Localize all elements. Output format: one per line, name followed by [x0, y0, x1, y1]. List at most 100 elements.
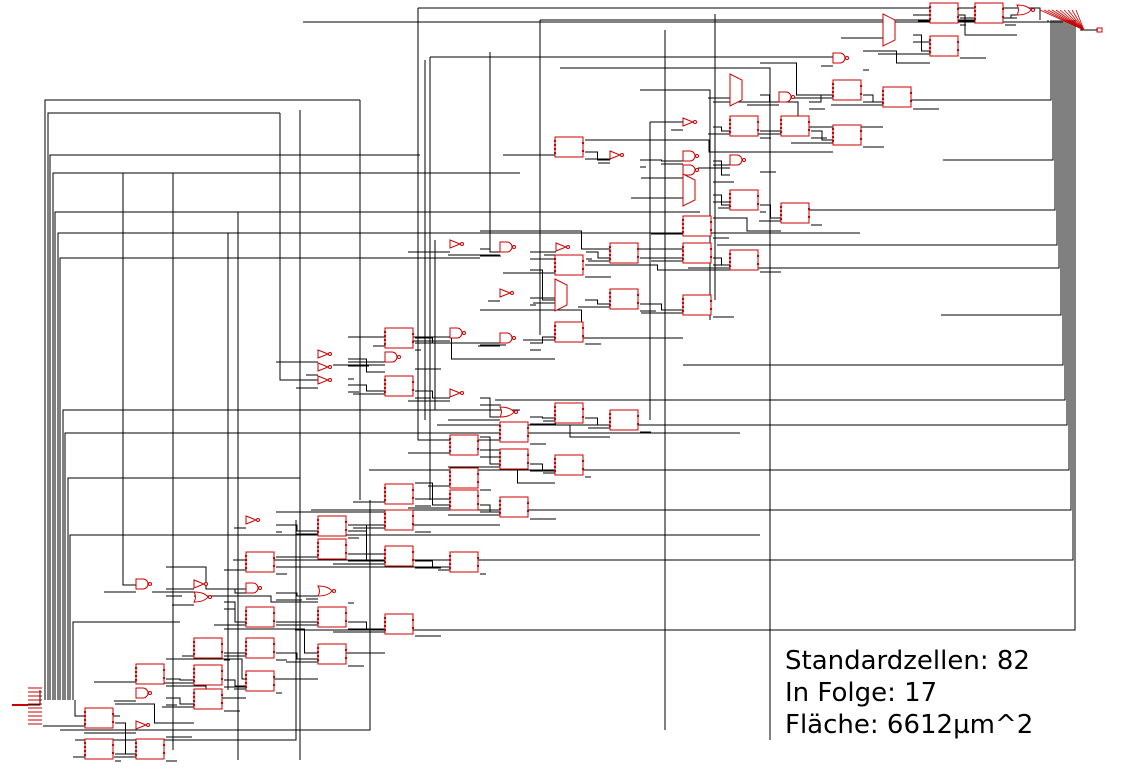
- cell-and-18: [729, 154, 746, 166]
- wire: [760, 62, 833, 96]
- cell-reg-72: [245, 637, 275, 659]
- cell-reg-69: [317, 606, 347, 628]
- cell-reg-9: [832, 79, 862, 101]
- wire: [49, 154, 420, 700]
- wire: [276, 652, 318, 660]
- cell-buf-39: [317, 349, 332, 359]
- wire: [640, 303, 683, 311]
- wire: [560, 67, 771, 740]
- cell-and-37: [499, 332, 516, 344]
- cell-layer: [84, 2, 1035, 760]
- wire: [530, 463, 555, 471]
- cell-reg-82: [135, 738, 165, 760]
- wire: [863, 94, 883, 103]
- cell-reg-76: [245, 670, 275, 692]
- wire: [276, 524, 318, 532]
- cell-reg-5: [929, 35, 959, 57]
- wire: [115, 722, 136, 731]
- wire: [415, 560, 450, 568]
- wire: [585, 139, 833, 153]
- cell-reg-43: [384, 375, 414, 397]
- cell-and-6: [832, 52, 849, 64]
- cell-reg-10: [882, 86, 912, 108]
- wire: [311, 20, 1072, 511]
- input-pin: [12, 687, 42, 725]
- wire: [57, 232, 860, 700]
- wire: [586, 251, 610, 259]
- cell-reg-46: [554, 402, 584, 424]
- wire: [415, 498, 450, 506]
- wire: [530, 269, 555, 299]
- cell-buf-24: [449, 239, 464, 249]
- cell-buf-64: [193, 579, 208, 589]
- wire: [495, 20, 1066, 401]
- cell-buf-41: [317, 362, 332, 372]
- cell-and-77: [135, 687, 152, 699]
- wire: [437, 20, 1068, 426]
- wire: [369, 20, 1070, 471]
- wire: [348, 358, 385, 363]
- area-label: Fläche: 6612µm^2: [785, 710, 1034, 740]
- wire: [713, 160, 730, 166]
- cell-reg-21: [729, 189, 759, 211]
- cell-and-35: [449, 327, 466, 339]
- wire: [115, 703, 194, 724]
- cell-and-19: [682, 164, 699, 176]
- cell-reg-36: [384, 327, 414, 349]
- wire: [67, 477, 300, 700]
- cell-reg-28: [682, 242, 712, 264]
- cell-reg-78: [193, 688, 223, 710]
- wire: [62, 409, 520, 700]
- cell-mux-20: [682, 173, 696, 207]
- cell-or-67: [193, 591, 212, 603]
- wire: [709, 20, 1060, 269]
- wire: [911, 20, 1052, 101]
- wire: [941, 20, 1062, 316]
- wire: [717, 20, 1058, 246]
- wire: [122, 173, 136, 586]
- cell-reg-1: [929, 2, 959, 24]
- cell-and-25: [499, 241, 516, 253]
- wire: [585, 151, 610, 161]
- cell-reg-30: [554, 254, 584, 276]
- cell-reg-27: [609, 242, 639, 264]
- cell-or-66: [317, 585, 336, 597]
- wire: [713, 217, 781, 232]
- wire: [224, 601, 246, 623]
- cell-buf-16: [609, 150, 624, 160]
- wire: [166, 697, 194, 705]
- cell-reg-33: [609, 288, 639, 310]
- wire: [279, 113, 318, 381]
- wire-layer: [28, 7, 1098, 762]
- wire: [348, 384, 385, 392]
- cell-reg-34: [682, 294, 712, 316]
- cell-reg-54: [449, 489, 479, 511]
- cell-reg-73: [317, 643, 347, 665]
- cell-reg-61: [449, 551, 479, 573]
- wire: [233, 20, 1074, 561]
- wire: [811, 130, 833, 141]
- wire: [480, 397, 500, 418]
- cell-and-65: [245, 582, 262, 594]
- wire: [348, 524, 385, 555]
- wire: [863, 50, 930, 64]
- cell-reg-68: [245, 606, 275, 628]
- cell-and-63: [135, 578, 152, 590]
- cell-reg-12: [729, 115, 759, 137]
- cell-count-label: Standardzellen: 82: [785, 646, 1030, 676]
- wire: [348, 361, 385, 373]
- wire: [224, 588, 246, 594]
- wire: [480, 504, 500, 513]
- cell-buf-11: [682, 117, 697, 127]
- wire: [417, 8, 450, 441]
- cell-and-8: [778, 91, 795, 103]
- cell-reg-52: [449, 467, 479, 489]
- cell-reg-74: [135, 663, 165, 685]
- wire: [28, 690, 41, 706]
- cell-reg-13: [780, 115, 810, 137]
- depth-label: In Folge: 17: [785, 678, 938, 708]
- wire: [585, 417, 610, 426]
- wire: [785, 20, 1056, 211]
- cell-reg-2: [974, 2, 1004, 24]
